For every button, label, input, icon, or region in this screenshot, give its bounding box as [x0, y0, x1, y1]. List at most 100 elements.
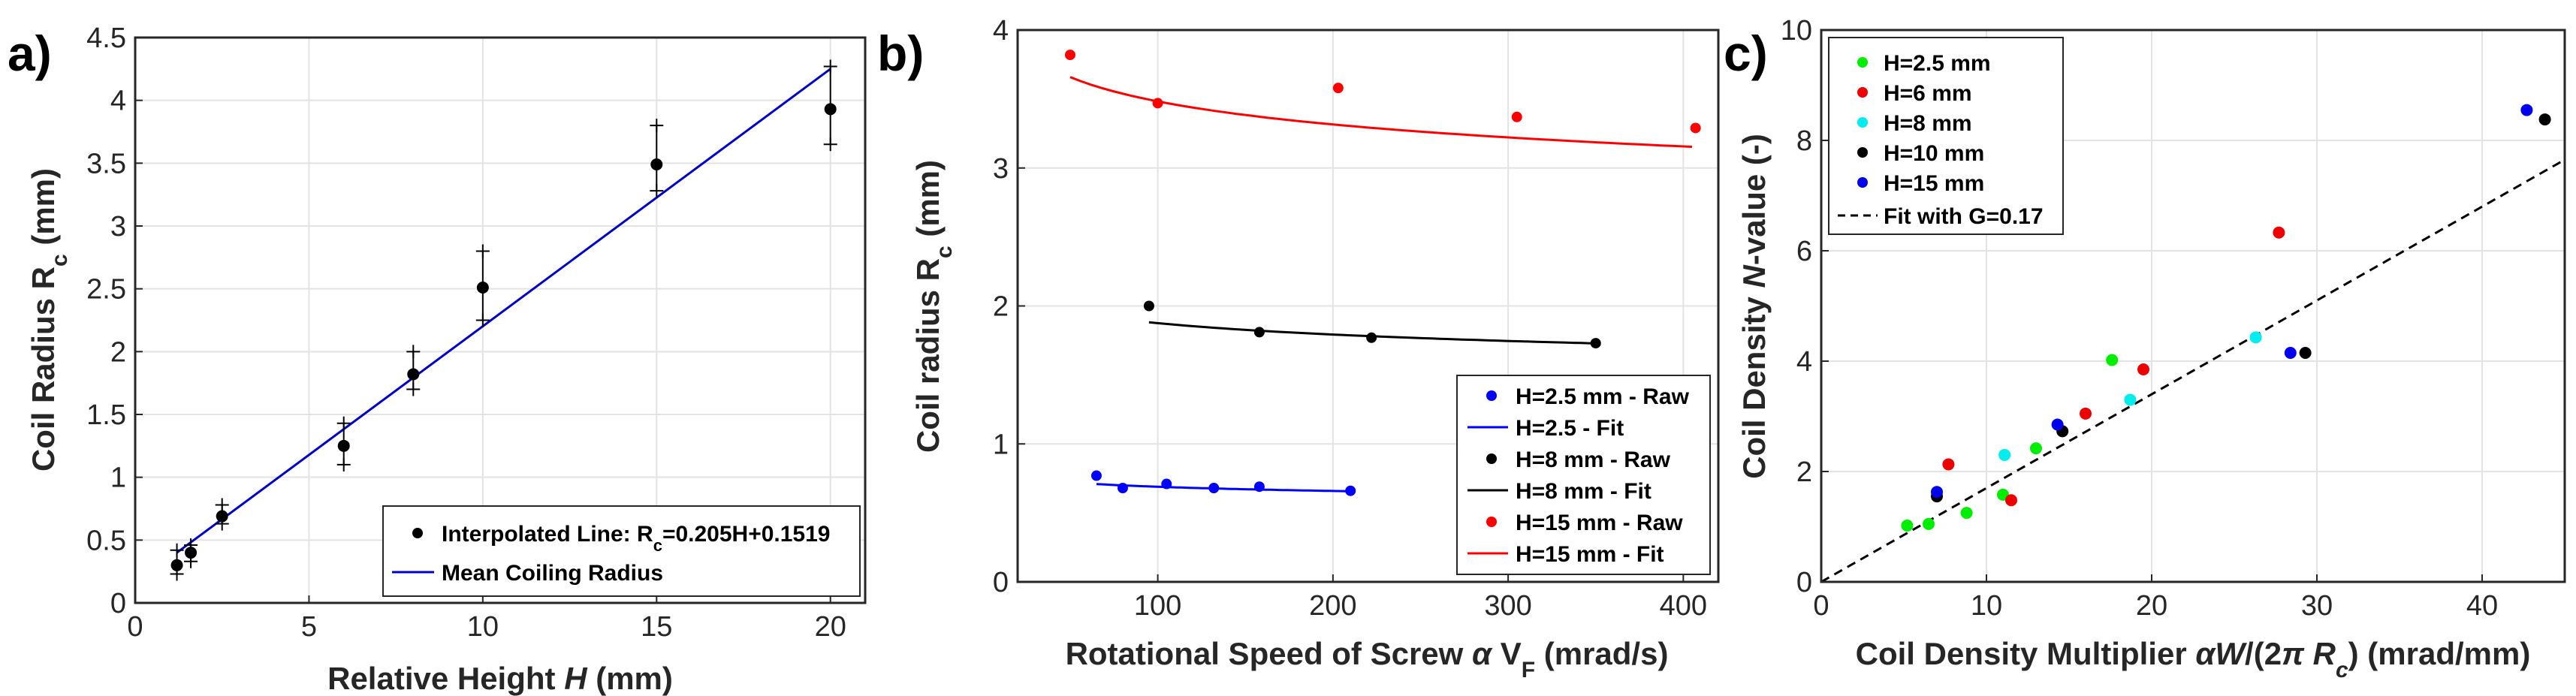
panel-b-legend-marker-h8	[1486, 453, 1497, 464]
a-x-tick-label: 10	[467, 611, 499, 643]
panel-c-point-1	[2273, 226, 2285, 239]
panel-b-fit-curve-0	[1096, 483, 1351, 493]
panel-c-point-4	[2284, 346, 2297, 359]
panel-c-point-0	[1960, 507, 1973, 520]
panel-b-ticks: 100 200 300 400 0 1 2 3 4	[993, 15, 1707, 622]
panel-b-point-2	[1064, 50, 1075, 61]
panel-c-point-2	[2249, 331, 2262, 344]
c-y-tick-label: 4	[1796, 346, 1812, 378]
panel-c-point-1	[2137, 363, 2149, 376]
b-x-tick-label: 100	[1134, 590, 1181, 622]
panel-a-point	[407, 368, 420, 381]
panel-a: a) 0 5 10 15 20 0 0.5 1 1.5 2 2.5 3 3.5 4 4.5 Relative…	[8, 23, 867, 696]
panel-a-legend-entry-points: Interpolated Line: Rc=0.205H+0.1519	[442, 522, 830, 555]
c-x-tick-label: 30	[2301, 590, 2333, 622]
panel-c-point-1	[1942, 458, 1955, 471]
panel-a-point	[650, 158, 663, 171]
b-y-tick-label: 4	[993, 15, 1009, 47]
panel-c-point-1	[2080, 407, 2092, 420]
panel-b-legend-entry-h15-fit: H=15 mm - Fit	[1516, 542, 1664, 567]
panel-c-legend-box	[1828, 37, 2064, 235]
panel-b-point-0	[1117, 483, 1128, 494]
panel-c-point-0	[2030, 442, 2042, 455]
panel-c-legend-entry-fit: Fit with G=0.17	[1884, 204, 2044, 229]
panel-b-legend-entry-h15-raw: H=15 mm - Raw	[1516, 511, 1683, 535]
b-x-tick-label: 300	[1484, 590, 1531, 622]
a-x-tick-label: 15	[641, 611, 672, 643]
panel-c-legend-entry-h15: H=15 mm	[1884, 171, 1984, 196]
b-x-tick-label: 200	[1309, 590, 1356, 622]
panel-b-legend-marker-h15	[1486, 517, 1497, 527]
panel-a-point	[216, 510, 228, 523]
a-y-tick-label: 3.5	[86, 148, 126, 179]
a-y-tick-label: 4	[110, 86, 126, 117]
panel-c-point-0	[1923, 517, 1935, 530]
panel-c-legend-marker-h15	[1857, 177, 1868, 188]
panel-a-point	[185, 547, 198, 559]
panel-a-point	[170, 559, 183, 571]
panel-c-fit-line	[1820, 158, 2565, 583]
panel-c-point-2	[2124, 393, 2137, 406]
panel-b-point-2	[1511, 111, 1522, 122]
c-y-tick-label: 2	[1796, 456, 1812, 488]
panel-b-point-2	[1332, 83, 1344, 94]
panel-c-legend-entry-h10: H=10 mm	[1884, 141, 1984, 166]
panel-b-marks	[1064, 50, 1701, 496]
panel-c-point-3	[2538, 113, 2551, 126]
b-y-tick-label: 0	[993, 567, 1009, 598]
panel-c: c) 0 10 20 30 40 0 2 4 6 8 10 Coil Density Multipl…	[1724, 15, 2566, 682]
panel-c-marks	[1820, 104, 2565, 583]
panel-c-point-1	[2005, 494, 2017, 507]
a-x-tick-label: 20	[815, 611, 846, 643]
panel-b-ylabel: Coil radius Rc (mm)	[910, 160, 957, 453]
panel-b-legend-entry-h8-raw: H=8 mm - Raw	[1516, 447, 1671, 472]
panel-a-fit-line	[176, 68, 831, 554]
panel-a-marks	[170, 59, 837, 581]
panel-c-point-4	[2520, 104, 2533, 116]
panel-c-point-0	[1901, 520, 1914, 532]
panel-c-legend-marker-h25	[1857, 57, 1868, 68]
panel-b-legend-marker-h25	[1486, 390, 1497, 401]
a-y-tick-label: 3	[110, 211, 126, 243]
panel-b-point-0	[1208, 483, 1220, 494]
panel-a-axes-box	[134, 36, 867, 604]
panel-c-legend-entry-h25: H=2.5 mm	[1884, 51, 1991, 76]
panel-b-point-1	[1143, 300, 1154, 312]
panel-a-point	[476, 281, 489, 294]
panel-a-legend-entry-fit: Mean Coiling Radius	[442, 561, 663, 586]
c-y-tick-label: 0	[1796, 567, 1812, 598]
b-y-tick-label: 2	[993, 291, 1009, 323]
panel-c-point-2	[1998, 448, 2011, 461]
c-x-tick-label: 0	[1813, 590, 1829, 622]
panel-b-legend: H=2.5 mm - Raw H=2.5 - Fit H=8 mm - Raw …	[1456, 375, 1711, 575]
c-x-tick-label: 10	[1971, 590, 2002, 622]
panel-c-legend-marker-h6	[1857, 87, 1868, 98]
panel-a-point	[824, 103, 837, 116]
panel-c-xlabel: Coil Density Multiplier αW/(2π Rc) (mrad…	[1856, 636, 2531, 682]
panel-b-fit-curve-2	[1069, 76, 1693, 148]
panel-c-point-0	[2106, 354, 2119, 366]
panel-b-point-1	[1590, 338, 1601, 349]
c-x-tick-label: 40	[2466, 590, 2498, 622]
panel-c-legend-marker-h10	[1857, 147, 1868, 158]
panel-c-point-4	[1931, 486, 1943, 499]
c-y-tick-label: 10	[1781, 15, 1812, 47]
panel-a-legend-marker-points	[412, 528, 423, 538]
a-x-tick-label: 0	[127, 611, 143, 643]
panel-c-axes-box	[1820, 29, 2566, 583]
panel-c-legend-marker-h8	[1857, 117, 1868, 128]
panel-c-letter: c)	[1724, 26, 1768, 81]
b-x-tick-label: 400	[1660, 590, 1707, 622]
panel-a-point	[337, 439, 350, 452]
a-y-tick-label: 1	[110, 462, 126, 494]
panel-a-ticks: 0 5 10 15 20 0 0.5 1 1.5 2 2.5 3 3.5 4 4.5	[86, 23, 846, 643]
panel-b-point-2	[1690, 122, 1701, 134]
b-y-tick-label: 3	[993, 153, 1009, 185]
panel-b-point-0	[1161, 478, 1172, 490]
panel-c-point-4	[2051, 418, 2064, 431]
panel-a-xlabel: Relative Height H (mm)	[327, 661, 673, 696]
panel-b-point-2	[1152, 98, 1163, 109]
panel-b-letter: b)	[877, 26, 924, 81]
panel-c-legend: H=2.5 mm H=6 mm H=8 mm H=10 mm H=15 mm F…	[1828, 37, 2064, 235]
panel-c-legend-entry-h6: H=6 mm	[1884, 81, 1972, 106]
